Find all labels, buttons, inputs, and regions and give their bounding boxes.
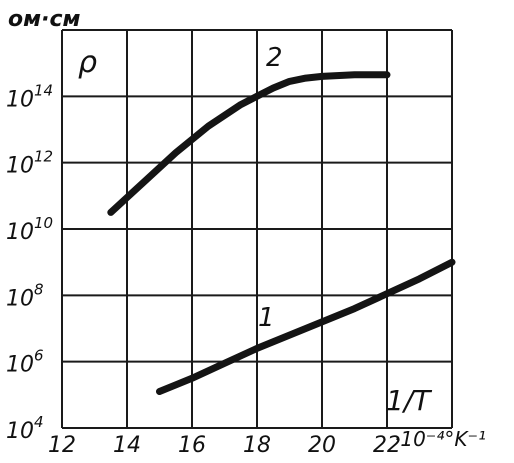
- series-line-2: [107, 71, 391, 216]
- x-tick-label: 12: [48, 433, 76, 458]
- grid: [61, 29, 453, 429]
- x-tick-label: 20: [308, 433, 336, 458]
- x-axis-symbol: 1/T: [386, 384, 432, 417]
- x-tick-label: 14: [113, 433, 141, 458]
- series-label-1: 1: [258, 303, 275, 333]
- x-tick-label: 18: [243, 433, 271, 458]
- x-tick-label: 16: [178, 433, 206, 458]
- x-axis-unit-suffix: ·10⁻⁴°K⁻¹: [394, 427, 486, 451]
- series-layer: [107, 71, 456, 395]
- y-tick-label: 104: [6, 413, 44, 444]
- series-line-1: [156, 258, 456, 395]
- y-tick-label: 106: [6, 347, 44, 378]
- y-tick-label: 1012: [6, 148, 53, 179]
- series-label-2: 2: [266, 43, 283, 73]
- y-tick-label: 108: [6, 280, 44, 311]
- y-tick-label: 1014: [6, 81, 53, 112]
- y-axis-symbol: ρ: [78, 45, 97, 80]
- tick-labels: 12 14 16 18 20 22 104 106 108 1010 1012 1014: [6, 81, 401, 458]
- x-tick-label: 22: [373, 433, 401, 458]
- y-tick-label: 1010: [6, 214, 53, 245]
- y-axis-unit: ом·см: [8, 7, 80, 32]
